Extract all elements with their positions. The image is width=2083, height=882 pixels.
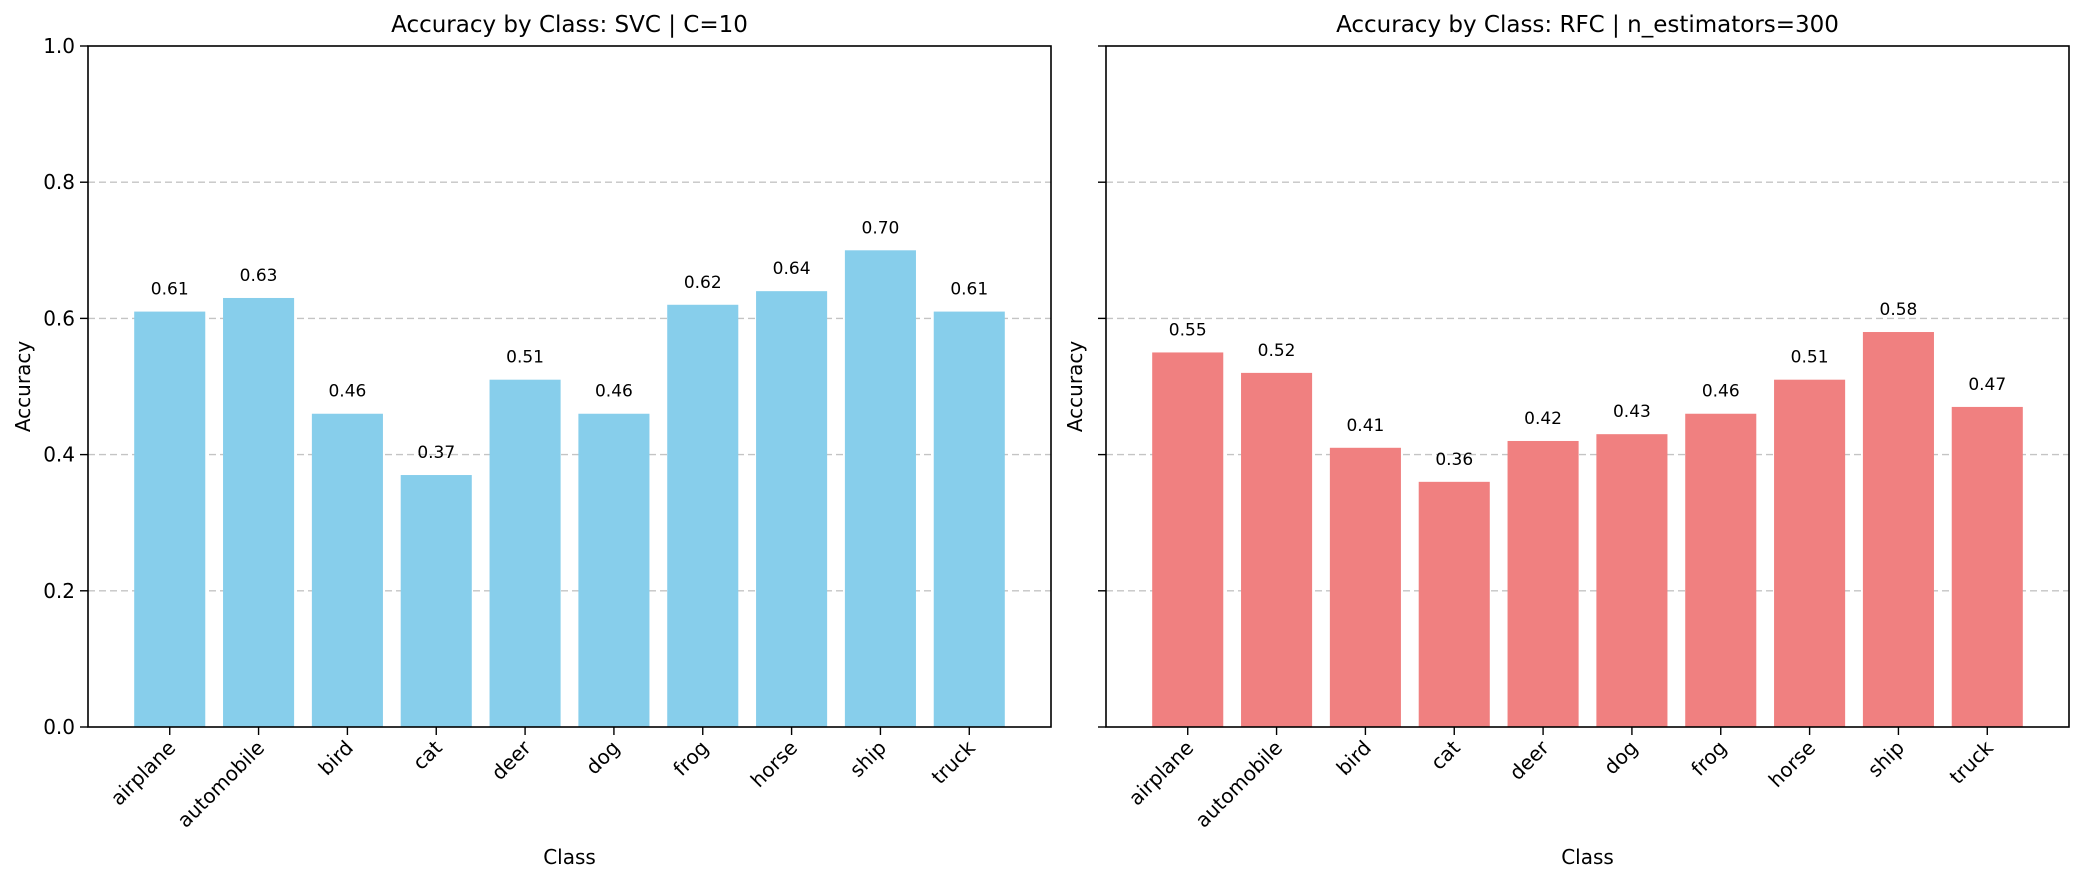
bar-ship: [1862, 332, 1934, 727]
x-tick-label: automobile: [1190, 736, 1287, 833]
bar-frog: [667, 304, 739, 727]
x-tick-label: ship: [1863, 736, 1909, 782]
x-tick-label: bird: [1332, 736, 1376, 780]
plot-frame: [87, 45, 1052, 728]
value-label: 0.43: [1613, 402, 1651, 422]
x-tick-label: airplane: [1124, 736, 1199, 811]
value-label: 0.37: [417, 443, 455, 463]
value-label: 0.63: [240, 266, 278, 286]
x-tick-label: frog: [668, 736, 713, 781]
x-tick-label: horse: [746, 736, 802, 792]
x-tick-label: truck: [927, 735, 981, 789]
x-tick-label: horse: [1764, 736, 1820, 792]
bar-ship: [844, 250, 916, 728]
x-tick-label: dog: [1599, 736, 1643, 780]
y-tick-label: 0.2: [43, 579, 75, 603]
value-label: 0.61: [151, 280, 189, 300]
value-label: 0.46: [1702, 382, 1740, 402]
value-label: 0.46: [595, 382, 633, 402]
value-label: 0.42: [1524, 409, 1562, 429]
plot-frame: [1105, 45, 2070, 728]
x-tick-label: ship: [845, 736, 891, 782]
value-label: 0.47: [1968, 375, 2006, 395]
value-label: 0.62: [684, 273, 722, 293]
bar-frog: [1685, 413, 1757, 727]
bar-dog: [578, 413, 650, 727]
x-tick-label: cat: [408, 735, 447, 774]
chart-title: Accuracy by Class: SVC | C=10: [391, 12, 748, 38]
value-label: 0.58: [1880, 300, 1918, 320]
x-tick-label: dog: [581, 736, 625, 780]
bar-deer: [1507, 440, 1579, 727]
y-tick-label: 0.8: [43, 170, 75, 194]
value-label: 0.46: [328, 382, 366, 402]
x-tick-label: frog: [1686, 736, 1731, 781]
x-axis-label: Class: [1561, 845, 1614, 869]
bar-cat: [1418, 481, 1490, 727]
bar-bird: [1329, 447, 1401, 727]
bar-dog: [1596, 434, 1668, 727]
bar-airplane: [134, 311, 206, 727]
x-tick-label: deer: [1504, 735, 1554, 785]
x-tick-label: truck: [1945, 735, 1999, 789]
bar-horse: [756, 291, 828, 727]
value-label: 0.36: [1435, 450, 1473, 470]
value-label: 0.52: [1258, 341, 1296, 361]
value-label: 0.70: [862, 218, 900, 238]
value-label: 0.61: [950, 280, 988, 300]
bar-cat: [400, 475, 472, 727]
y-axis-label: Accuracy: [1063, 341, 1087, 432]
value-label: 0.64: [773, 259, 811, 279]
value-label: 0.51: [506, 348, 544, 368]
value-label: 0.41: [1346, 416, 1384, 436]
x-axis-label: Class: [543, 845, 596, 869]
bar-automobile: [223, 297, 295, 727]
svc-accuracy-chart: Accuracy by Class: SVC | C=10 Class Accu…: [11, 12, 1052, 869]
chart-title: Accuracy by Class: RFC | n_estimators=30…: [1336, 12, 1839, 38]
x-tick-label: automobile: [172, 736, 269, 833]
rfc-accuracy-chart: Accuracy by Class: RFC | n_estimators=30…: [1063, 12, 2070, 869]
bar-automobile: [1241, 372, 1313, 727]
bar-horse: [1774, 379, 1846, 727]
bar-truck: [933, 311, 1005, 727]
bar-airplane: [1152, 352, 1224, 727]
value-label: 0.55: [1169, 320, 1207, 340]
value-label: 0.51: [1791, 348, 1829, 368]
x-tick-label: cat: [1426, 735, 1465, 774]
y-tick-label: 1.0: [43, 34, 75, 58]
x-tick-label: deer: [486, 735, 536, 785]
y-tick-label: 0.4: [43, 443, 75, 467]
y-tick-label: 0.0: [43, 715, 75, 739]
y-axis-label: Accuracy: [11, 341, 35, 432]
x-tick-label: bird: [314, 736, 358, 780]
bar-truck: [1951, 406, 2023, 727]
bar-bird: [311, 413, 383, 727]
bar-deer: [489, 379, 561, 727]
x-tick-label: airplane: [106, 736, 181, 811]
y-tick-label: 0.6: [43, 306, 75, 330]
